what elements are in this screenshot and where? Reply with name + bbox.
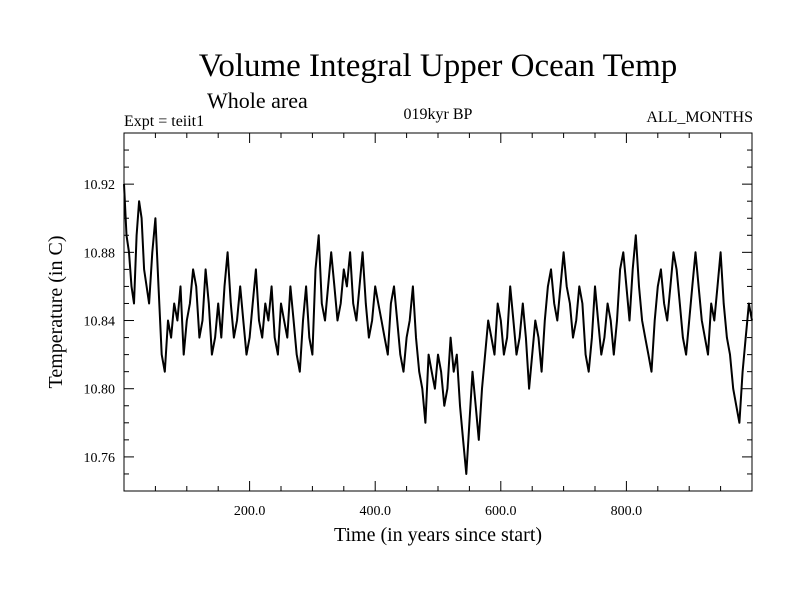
y-tick-label: 10.84 [84,315,116,330]
x-tick-label: 200.0 [234,504,266,519]
y-tick-label: 10.76 [84,451,116,466]
experiment-label: Expt = teiit1 [124,113,205,130]
y-tick-labels: 10.76 10.80 10.84 10.88 10.92 [84,178,116,466]
x-tick-label: 400.0 [359,504,391,519]
x-tick-labels: 200.0 400.0 600.0 800.0 [234,504,642,519]
chart-subtitle: Whole area [207,88,308,113]
series-line [123,184,753,475]
x-tick-label: 800.0 [611,504,643,519]
x-tick-label: 600.0 [485,504,517,519]
y-tick-label: 10.80 [84,383,116,398]
tick-marks [124,133,752,491]
y-tick-label: 10.92 [84,178,116,193]
x-axis-label: Time (in years since start) [334,524,542,546]
period-label: 019kyr BP [403,106,473,123]
chart-title: Volume Integral Upper Ocean Temp [198,48,678,84]
y-tick-label: 10.88 [84,246,116,261]
y-axis-label: Temperature (in C) [45,236,67,389]
months-label: ALL_MONTHS [646,109,753,126]
plot-frame [123,132,753,492]
